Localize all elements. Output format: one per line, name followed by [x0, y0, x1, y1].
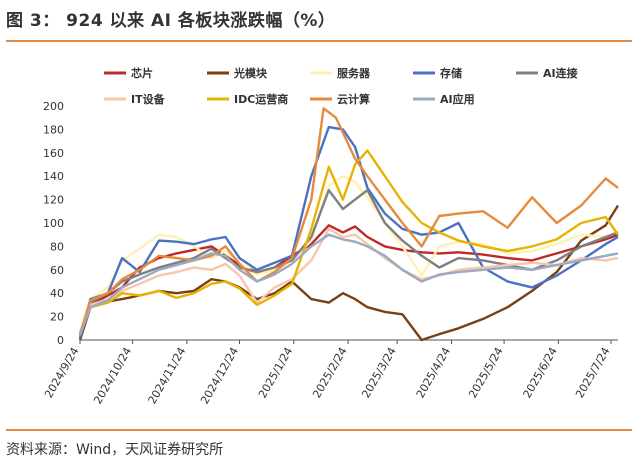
y-tick-label: 0 [57, 334, 64, 347]
series-line-云计算 [78, 107, 619, 335]
series-lines [78, 107, 620, 342]
x-tick-label: 2024/10/24 [91, 345, 134, 406]
series-line-芯片 [78, 224, 619, 335]
x-tick-label: 2025/2/24 [310, 345, 349, 400]
y-axis-ticks: 0 20 40 60 80 100 120 140 160 180 200 [43, 100, 64, 347]
y-tick-label: 200 [43, 100, 64, 113]
legend-label: 存储 [440, 66, 462, 80]
y-tick-label: 160 [43, 147, 64, 160]
series-line-光模块 [78, 204, 620, 342]
series-line-IDC运营商 [78, 149, 619, 335]
y-tick-label: 40 [50, 287, 64, 300]
series-line-IT设备 [78, 227, 619, 334]
y-tick-label: 140 [43, 170, 64, 183]
y-tick-label: 180 [43, 123, 64, 136]
x-tick-label: 2025/6/24 [521, 345, 560, 400]
x-axis-ticks: 2024/9/24 2024/10/24 2024/11/24 2024/12/24 2… [42, 340, 613, 406]
legend-label: AI连接 [543, 66, 578, 80]
y-tick-label: 120 [43, 194, 64, 207]
x-tick-label: 2025/1/24 [256, 345, 295, 400]
y-tick-label: 80 [50, 240, 64, 253]
y-tick-label: 100 [43, 217, 64, 230]
legend-label: IT设备 [131, 92, 166, 106]
x-tick-label: 2024/11/24 [146, 345, 189, 406]
legend-label: AI应用 [440, 92, 475, 106]
legend-label: 芯片 [131, 66, 153, 80]
x-tick-label: 2025/3/24 [359, 345, 398, 400]
series-line-AI应用 [78, 233, 619, 336]
legend-label: 光模块 [233, 66, 268, 80]
x-tick-label: 2025/7/24 [573, 345, 612, 400]
legend-label: 服务器 [337, 66, 371, 80]
y-tick-label: 60 [50, 264, 64, 277]
source-note: 资料来源：Wind，天风证券研究所 [6, 442, 224, 458]
x-tick-label: 2025/4/24 [414, 345, 453, 400]
x-tick-label: 2024/12/24 [198, 345, 241, 406]
title-divider [6, 40, 632, 42]
footer-divider [6, 429, 632, 431]
y-tick-label: 20 [50, 311, 64, 324]
x-tick-label: 2024/9/24 [42, 345, 81, 400]
legend-label: 云计算 [337, 92, 370, 106]
legend-label: IDC运营商 [234, 92, 288, 106]
series-line-服务器 [78, 175, 619, 331]
figure-title: 图 3： 924 以来 AI 各板块涨跌幅（%） [6, 11, 336, 31]
chart-legend: 芯片 光模块 服务器 存储 AI连接 IT设备 IDC运营商 云计算 AI应用 [104, 66, 578, 106]
series-line-存储 [78, 125, 619, 339]
x-tick-label: 2025/5/24 [466, 345, 505, 400]
